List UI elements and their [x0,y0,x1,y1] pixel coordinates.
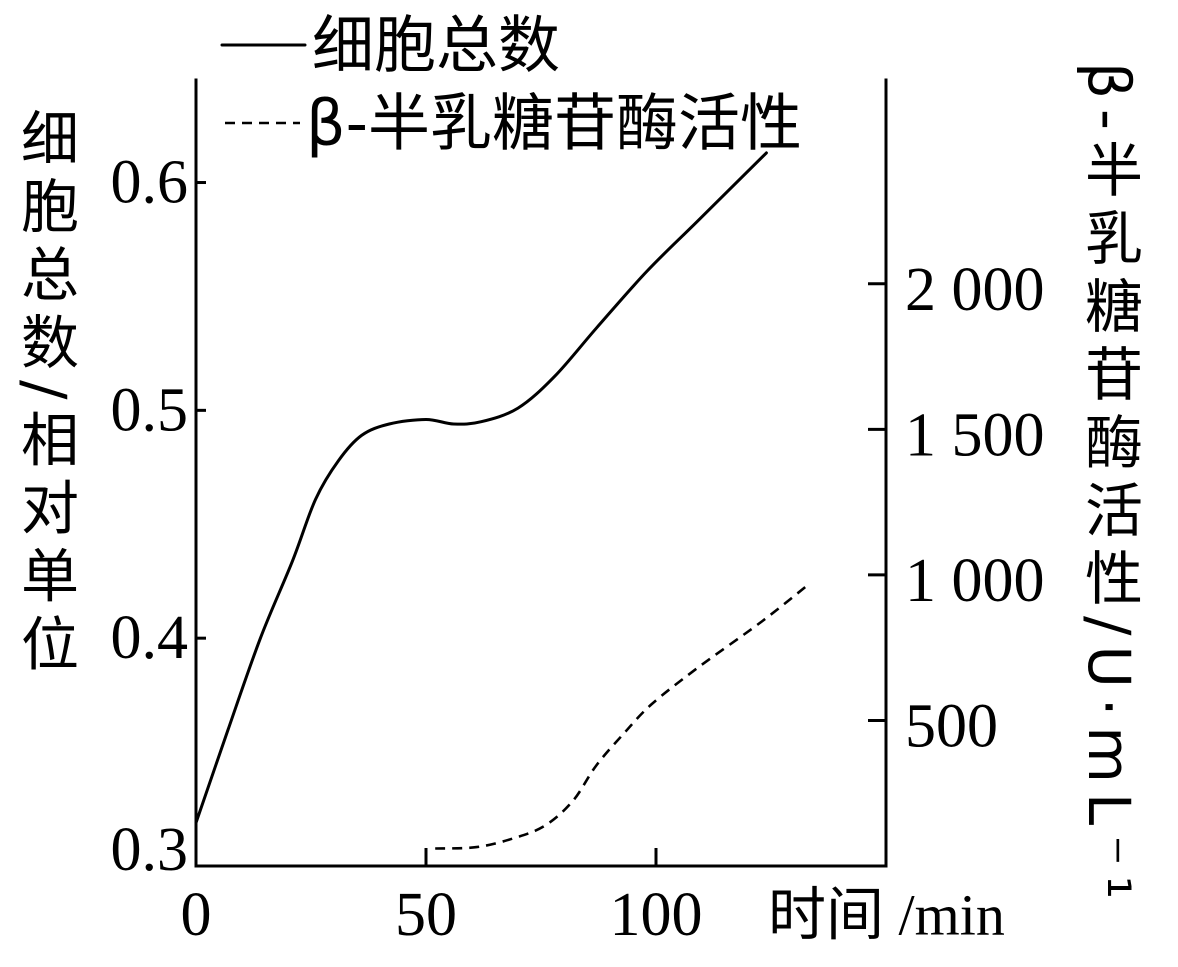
y-tick-label-right: 500 [905,692,998,760]
legend-label-enzyme-activity: β-半乳糖苷酶活性 [306,87,802,160]
y-tick-label-left: 0.5 [111,376,189,444]
y-tick-label-right: 1 500 [905,401,1045,469]
axis-ticks: 0.3 0.4 0.5 0.6 500 1 000 1 500 2 000 0 50 100 [111,149,1045,949]
legend: 细胞总数 β-半乳糖苷酶活性 [220,9,802,160]
y-tick-label-left: 0.3 [111,816,189,884]
y-axis-label-left: 细胞总数/相对单位 [11,108,79,682]
legend-label-cell-count: 细胞总数 [312,9,560,82]
x-tick-label: 50 [395,881,457,949]
y-tick-label-left: 0.6 [111,149,189,217]
y-tick-label-right: 1 000 [905,547,1045,615]
x-tick-label: 100 [610,881,703,949]
x-axis-label: 时间 /min [768,883,1005,948]
y-tick-label-left: 0.4 [111,604,189,672]
y-tick-label-right: 2 000 [905,256,1045,324]
series-line-enzyme-activity [435,584,809,850]
series-line-cell-count [194,151,768,825]
x-tick-label: 0 [181,881,212,949]
y-axis-label-right: β-半乳糖苷酶活性/U·mL⁻¹ [1075,62,1143,910]
